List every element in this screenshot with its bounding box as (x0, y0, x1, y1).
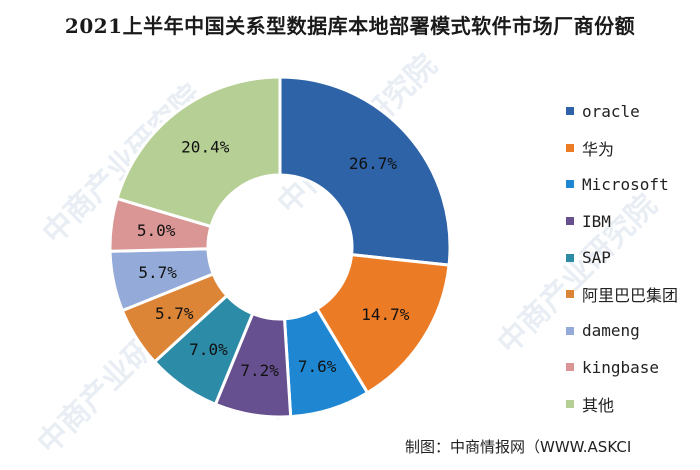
legend-label: Microsoft (582, 174, 669, 194)
legend-swatch (566, 143, 574, 152)
legend-label: IBM (582, 211, 611, 231)
legend-item-3: IBM (566, 203, 700, 240)
legend-label: 华为 (582, 139, 615, 159)
legend-swatch (566, 400, 574, 409)
slice-8 (115, 75, 282, 229)
legend-swatch (566, 363, 574, 372)
legend-swatch (566, 107, 574, 116)
legend-label: SAP (582, 248, 611, 268)
legend-item-6: dameng (566, 313, 700, 350)
legend-item-8: 其他 (566, 386, 700, 423)
slice-label-1: 14.7% (361, 305, 410, 324)
legend-item-2: Microsoft (566, 166, 700, 203)
source-footer: 制图：中商情报网（WWW.ASKCI (405, 438, 632, 456)
slice-label-5: 5.7% (155, 304, 194, 323)
slice-label-3: 7.2% (240, 361, 279, 380)
legend-swatch (566, 180, 574, 189)
legend-swatch (566, 290, 574, 299)
slice-label-0: 26.7% (349, 154, 398, 173)
legend-swatch (566, 326, 574, 335)
slice-label-2: 7.6% (298, 357, 337, 376)
legend-label: 其他 (582, 396, 615, 416)
legend-item-7: kingbase (566, 349, 700, 386)
legend-item-1: 华为 (566, 130, 700, 167)
legend-swatch (566, 217, 574, 226)
legend-item-5: 阿里巴巴集团 (566, 276, 700, 313)
legend-item-0: oracle (566, 93, 700, 130)
slice-label-8: 20.4% (181, 137, 230, 156)
chart-title: 2021上半年中国关系型数据库本地部署模式软件市场厂商份额 (64, 14, 636, 38)
slice-label-4: 7.0% (189, 340, 228, 359)
legend-swatch (566, 253, 574, 262)
slice-1 (314, 253, 451, 395)
legend-label: 阿里巴巴集团 (582, 286, 679, 306)
legend-label: kingbase (582, 357, 660, 377)
slice-0 (278, 75, 452, 267)
legend-label: oracle (582, 101, 640, 121)
slice-label-6: 5.7% (138, 263, 177, 282)
legend: oracle 华为 Microsoft IBM SAP 阿里巴巴集团 dameng kingb… (566, 93, 700, 422)
legend-item-4: SAP (566, 239, 700, 276)
slice-label-7: 5.0% (137, 221, 176, 240)
legend-label: dameng (582, 321, 640, 341)
